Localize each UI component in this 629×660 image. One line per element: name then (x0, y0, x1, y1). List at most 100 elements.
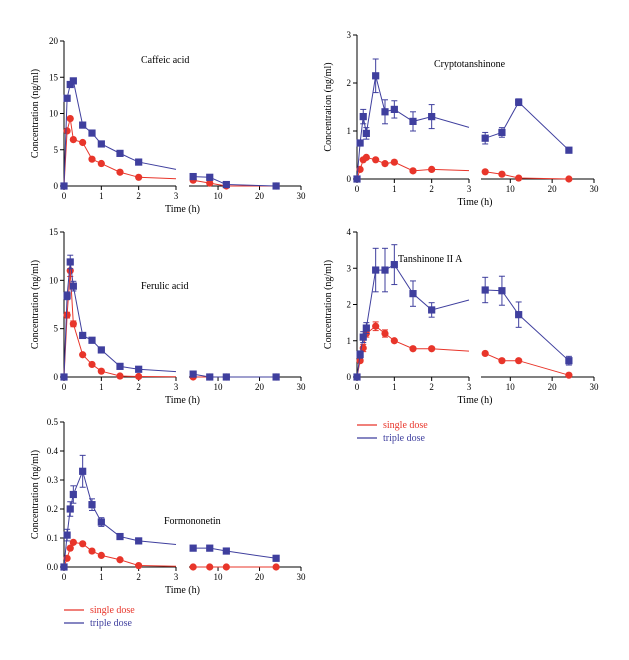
series-single-dose (353, 321, 573, 381)
data-point (63, 94, 71, 102)
data-point (79, 331, 87, 340)
data-point (135, 173, 143, 181)
series-line (356, 156, 470, 180)
data-point (135, 537, 143, 545)
data-point (189, 370, 197, 378)
series-line (485, 289, 570, 362)
x-tick-label: 0 (62, 572, 67, 582)
x-axis-label: Time (h) (458, 197, 493, 208)
data-point (97, 346, 105, 354)
series-single-dose (353, 153, 573, 183)
x-tick-label: 20 (548, 382, 558, 392)
data-point (60, 563, 68, 571)
data-point (272, 554, 280, 562)
data-point (428, 165, 436, 173)
data-point (222, 563, 230, 571)
series-line (485, 101, 570, 151)
data-point (565, 175, 573, 183)
x-tick-label: 1 (392, 382, 397, 392)
data-point (69, 490, 77, 499)
data-point (372, 72, 380, 80)
y-tick-label: 4 (347, 227, 352, 237)
x-tick-label: 3 (174, 572, 179, 582)
x-tick-label: 0 (355, 382, 360, 392)
x-tick-label: 1 (99, 191, 104, 201)
y-tick-label: 15 (49, 72, 59, 82)
chart-title: Formononetin (164, 516, 221, 527)
y-tick-label: 0.0 (47, 562, 59, 572)
y-tick-label: 0 (54, 181, 59, 191)
data-point (97, 551, 105, 560)
data-point (116, 168, 124, 176)
data-point (498, 170, 506, 178)
x-axis-label: Time (h) (165, 585, 200, 596)
data-point (189, 544, 197, 552)
y-tick-label: 0.4 (47, 446, 59, 456)
chart-title: Cryptotanshinone (434, 59, 506, 70)
x-tick-label: 20 (548, 184, 558, 194)
y-tick-label: 10 (49, 275, 59, 285)
data-point (60, 373, 68, 381)
data-point (63, 531, 71, 539)
legend-label-triple: triple dose (90, 618, 132, 629)
data-point (97, 518, 105, 526)
data-point (362, 153, 370, 161)
y-tick-label: 2 (347, 300, 352, 310)
series-triple-dose (60, 454, 280, 571)
legend-label-triple: triple dose (383, 433, 425, 444)
data-point (515, 357, 523, 365)
data-point (206, 179, 214, 187)
chart-panel: 0 1 2 3 4 0 1 2 3 10 20 30 Time (h) Concentration (ng… (323, 227, 599, 406)
x-tick-label: 3 (467, 184, 472, 194)
x-tick-label: 2 (429, 184, 434, 194)
series-triple-dose (60, 254, 280, 381)
data-point (565, 146, 573, 154)
chart-panel: 0 5 10 15 0 1 2 3 10 20 30 Time (h) Concentration (n… (30, 227, 306, 406)
data-point (66, 80, 74, 89)
data-point (428, 113, 436, 121)
x-tick-label: 2 (136, 572, 141, 582)
data-point (116, 362, 124, 370)
y-tick-label: 3 (347, 30, 352, 40)
data-point (362, 324, 370, 332)
y-tick-label: 1 (347, 336, 352, 346)
data-point (206, 563, 214, 571)
data-point (390, 337, 398, 345)
legend: single dose triple dose (64, 605, 135, 629)
data-point (409, 290, 417, 298)
data-point (97, 367, 105, 375)
x-tick-label: 10 (506, 382, 516, 392)
x-tick-label: 20 (255, 191, 265, 201)
x-tick-label: 30 (590, 382, 600, 392)
series-single-dose (60, 114, 280, 190)
data-point (116, 556, 124, 564)
data-point (63, 127, 71, 135)
x-tick-label: 1 (99, 382, 104, 392)
data-point (272, 563, 280, 571)
x-tick-label: 10 (214, 382, 224, 392)
y-tick-label: 5 (54, 324, 59, 334)
data-point (63, 292, 71, 300)
y-axis-label: Concentration (ng/ml) (323, 260, 334, 349)
chart-title: Ferulic acid (141, 281, 188, 292)
data-point (356, 357, 364, 365)
y-tick-label: 0.2 (47, 504, 58, 514)
x-axis-label: Time (h) (165, 204, 200, 215)
data-point (565, 371, 573, 379)
data-point (372, 156, 380, 164)
data-point (135, 158, 143, 166)
data-point (390, 261, 398, 269)
legend: single dose triple dose (357, 420, 428, 444)
series-line (63, 79, 177, 187)
chart-panel: 0 5 10 15 20 0 1 2 3 10 20 30 Time (h) Concentration … (30, 36, 306, 215)
data-point (189, 563, 197, 571)
data-point (498, 357, 506, 365)
data-point (515, 98, 523, 106)
data-point (359, 113, 367, 121)
y-tick-label: 0.5 (47, 417, 59, 427)
data-point (222, 547, 230, 555)
data-point (372, 266, 380, 274)
data-point (353, 373, 361, 381)
y-axis-label: Concentration (ng/ml) (30, 260, 41, 349)
data-point (272, 182, 280, 190)
